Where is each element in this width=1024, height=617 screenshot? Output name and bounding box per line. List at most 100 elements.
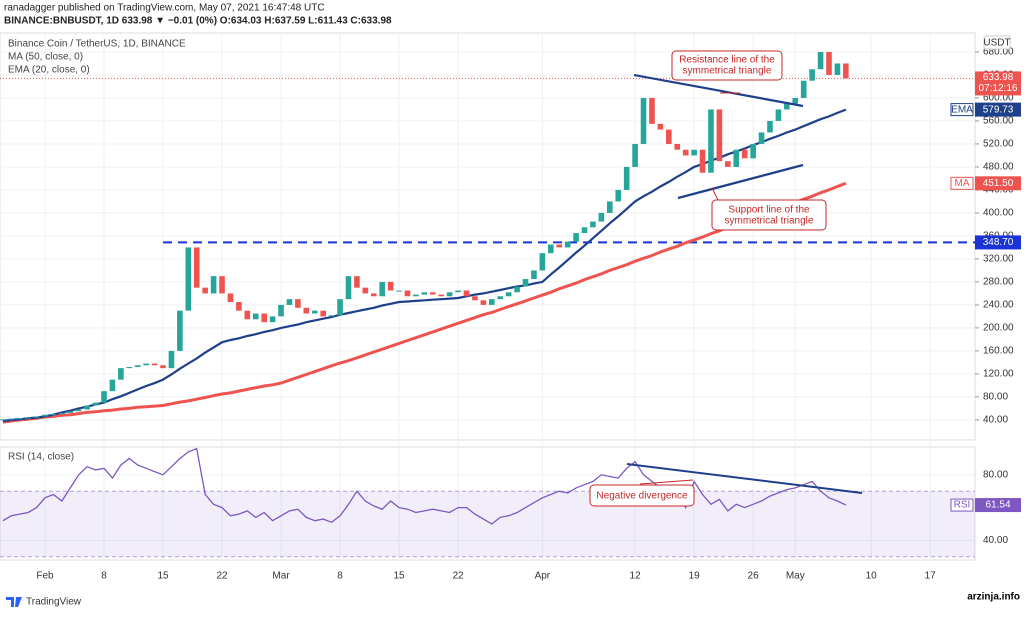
candle xyxy=(725,161,731,167)
brand: TradingView xyxy=(26,597,82,608)
candle xyxy=(708,109,714,173)
candle xyxy=(522,279,529,287)
candle xyxy=(421,292,428,295)
rsi-line xyxy=(2,447,847,525)
candle xyxy=(497,296,504,300)
candle xyxy=(295,299,301,308)
candle xyxy=(666,129,672,144)
candle xyxy=(699,149,706,173)
candle xyxy=(269,316,276,323)
x-tick-label: Feb xyxy=(36,571,54,582)
rsi-tag-name: RSI xyxy=(954,500,971,511)
candle xyxy=(84,405,90,410)
currency: USDT xyxy=(983,38,1010,49)
candle xyxy=(640,97,647,144)
rsi-tag-name-box xyxy=(950,498,974,512)
candle xyxy=(379,281,385,297)
legend-ema: EMA (20, close, 0) xyxy=(8,65,90,76)
series-tag-name: MA xyxy=(955,178,970,189)
candle xyxy=(691,149,697,156)
candle xyxy=(657,123,664,130)
rsi-tag xyxy=(975,498,1021,513)
watermark: arzinja.info xyxy=(967,592,1020,603)
candle xyxy=(615,189,622,202)
candle xyxy=(210,276,217,294)
candle xyxy=(227,293,234,303)
y-tick-label: 120.00 xyxy=(983,369,1014,380)
candle xyxy=(362,287,369,294)
y-tick-label: 200.00 xyxy=(983,323,1014,334)
candle xyxy=(598,212,605,222)
candle xyxy=(632,143,638,167)
candle xyxy=(682,149,689,156)
callout-text: Support line of the xyxy=(728,205,810,216)
candle xyxy=(168,350,175,369)
candle xyxy=(463,290,470,297)
y-tick-label: 600.00 xyxy=(983,93,1014,104)
candle xyxy=(134,365,141,367)
brand-logo xyxy=(6,597,22,607)
series-tag-name-box xyxy=(950,103,974,117)
candle xyxy=(25,417,31,419)
candle xyxy=(514,286,520,293)
candle xyxy=(202,287,208,294)
candle xyxy=(413,294,419,297)
candle xyxy=(784,103,790,110)
candle xyxy=(548,244,554,254)
x-tick-label: Mar xyxy=(272,571,290,582)
candle xyxy=(429,292,436,295)
candle xyxy=(716,109,723,162)
y-tick-label: 480.00 xyxy=(983,162,1014,173)
callout-box xyxy=(711,199,827,231)
y-tick-label: 40.00 xyxy=(983,415,1008,426)
indicator-line xyxy=(2,181,847,424)
y-tick-label: 400.00 xyxy=(983,208,1014,219)
candle xyxy=(758,132,765,144)
x-tick-label: 15 xyxy=(157,571,169,582)
candle xyxy=(446,292,453,297)
watermark-box xyxy=(826,580,1024,612)
series-tag-name: EMA xyxy=(951,104,973,115)
candle xyxy=(472,296,478,301)
level-tag-value: 348.70 xyxy=(983,237,1014,248)
candle xyxy=(92,402,99,406)
candle xyxy=(236,302,242,311)
candle xyxy=(438,294,445,297)
series-tag xyxy=(975,102,1021,117)
rsi-band xyxy=(0,491,975,557)
candle xyxy=(488,299,495,305)
candle xyxy=(800,80,807,98)
legend-ma: MA (50, close, 0) xyxy=(8,52,83,63)
x-tick-label: 22 xyxy=(216,571,228,582)
candle xyxy=(750,143,756,159)
candle xyxy=(590,221,596,228)
x-tick-label: 22 xyxy=(453,571,465,582)
candle xyxy=(396,290,402,292)
candle xyxy=(556,244,563,248)
callout-text: Resistance line of the xyxy=(679,55,775,66)
candle xyxy=(455,290,461,293)
x-tick-label: 26 xyxy=(748,571,760,582)
callout-box xyxy=(671,50,783,81)
x-tick-label: 8 xyxy=(101,571,107,582)
chart-title: Binance Coin / TetherUS, 1D, BINANCE xyxy=(8,39,186,50)
candle xyxy=(151,363,158,366)
candle xyxy=(109,379,116,392)
callout-text: Negative divergence xyxy=(596,491,688,502)
price-tag-countdown: 07:12:16 xyxy=(979,83,1018,94)
candle xyxy=(303,307,310,314)
author-line: ranadagger published on TradingView.com,… xyxy=(4,3,325,14)
rsi-tag-value: 61.54 xyxy=(985,500,1010,511)
candle xyxy=(337,299,343,316)
candle xyxy=(50,414,57,416)
candle xyxy=(404,290,411,297)
candle xyxy=(261,313,267,323)
candle xyxy=(160,365,166,369)
candle xyxy=(505,292,512,297)
y-tick-label: 320.00 xyxy=(983,254,1014,265)
series-tag-value: 579.73 xyxy=(983,104,1014,115)
candle xyxy=(177,310,183,351)
candle xyxy=(843,63,849,79)
candle xyxy=(328,315,335,317)
